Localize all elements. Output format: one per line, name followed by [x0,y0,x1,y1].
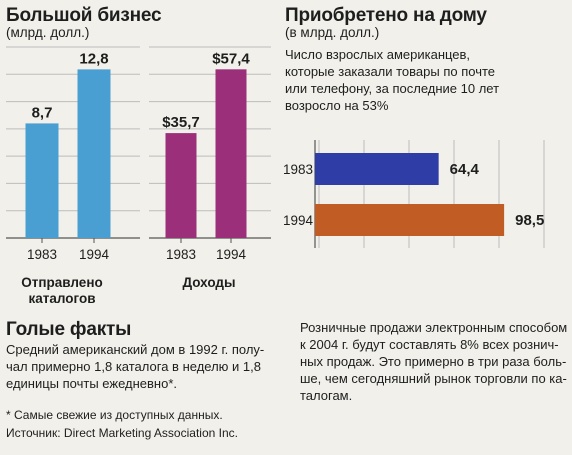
left-title: Большой бизнес [6,5,162,26]
revenue-category-label: 1994 [216,247,247,262]
revenue-category-label: 1983 [166,247,196,262]
catalogs-chart-xlabel-line1: Отправлено [21,275,102,290]
home-purchases-chart: 1983 64,4 1994 98,5 [283,140,545,248]
facts-body-line: единицы почты ежедневно*. [6,376,178,391]
right-description-line: Число взрослых американцев, [285,47,471,62]
revenue-bar [215,69,247,238]
right-description-line: которые заказали товары по почте [285,64,496,79]
revenue-chart: $35,7 1983 $57,4 1994 Доходы [149,46,271,290]
revenue-chart-xlabel: Доходы [182,275,235,290]
retail-note-line: к 2004 г. будут составлять 8% всех розни… [300,337,559,352]
catalogs-chart: 8,7 1983 12,8 1994 Отправлено каталогов [6,46,140,306]
right-description-line: или телефону, за последние 10 лет [285,81,500,96]
catalogs-bar [77,69,111,239]
catalogs-data-label: 12,8 [79,50,108,67]
right-title: Приобретено на дому [285,5,487,26]
retail-note-line: ше, чем сегодняшний рынок торговли по ка… [300,371,567,386]
right-subtitle: (в млрд. долл.) [285,25,380,40]
left-subtitle: (млрд. долл.) [6,25,90,40]
source: Источник: Direct Marketing Association I… [6,426,238,440]
home-bar [315,204,505,236]
catalogs-data-label: 8,7 [32,104,53,121]
retail-note: Розничные продажи электронным способом к… [300,319,568,404]
home-category-label: 1994 [283,213,314,228]
facts-title: Голые факты [6,319,132,340]
catalogs-chart-xlabel-line2: каталогов [28,291,95,306]
revenue-bar [165,133,197,238]
retail-note-line: ных продаж. Это примерно в три раза боль… [300,354,567,369]
home-category-label: 1983 [283,162,313,177]
revenue-data-label: $57,4 [212,50,250,67]
catalogs-bar [25,123,59,238]
retail-note-line: талогам. [300,388,353,403]
home-bar [315,153,439,185]
retail-note-line: Розничные продажи электронным способом [300,320,568,335]
facts-body: Средний американский дом в 1992 г. полу-… [6,341,281,392]
facts-body-line: чал примерно 1,8 каталога в неделю и 1,8 [6,359,261,374]
home-data-label: 98,5 [515,212,544,229]
right-description: Число взрослых американцев, которые зака… [285,46,565,114]
facts-body-line: Средний американский дом в 1992 г. полу- [6,342,265,357]
catalogs-category-label: 1994 [79,247,110,262]
revenue-data-label: $35,7 [162,114,200,131]
home-data-label: 64,4 [450,161,480,178]
right-description-line: возросло на 53% [285,98,389,113]
footnote: * Самые свежие из доступных данных. [6,408,223,422]
catalogs-category-label: 1983 [27,247,57,262]
